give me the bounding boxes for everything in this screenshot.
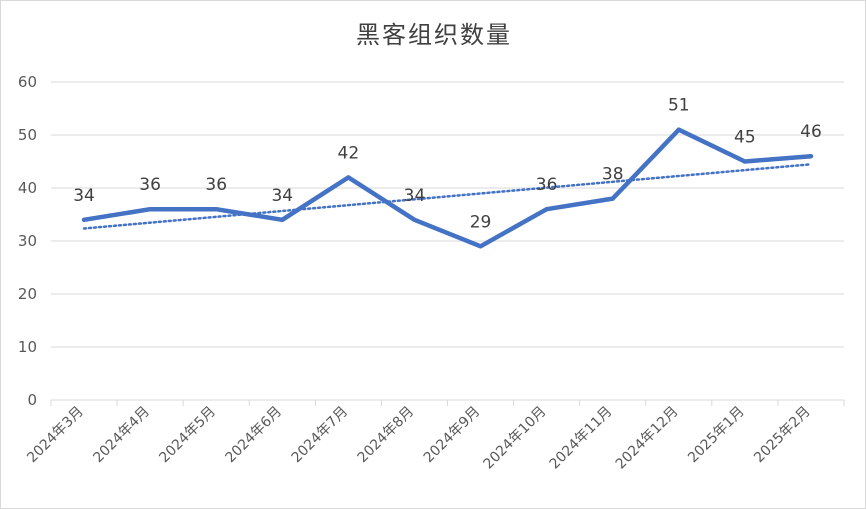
data-point xyxy=(610,196,615,201)
data-point xyxy=(346,175,351,180)
data-point xyxy=(676,127,681,132)
data-label: 29 xyxy=(470,212,492,232)
data-label: 46 xyxy=(800,122,822,142)
data-label: 34 xyxy=(73,186,95,206)
y-tick-label: 50 xyxy=(18,126,37,144)
y-tick-label: 30 xyxy=(18,232,37,250)
data-label: 36 xyxy=(536,175,558,195)
data-point xyxy=(148,207,153,212)
series-line xyxy=(81,127,814,249)
data-label: 36 xyxy=(205,175,227,195)
y-tick-label: 0 xyxy=(27,391,37,409)
y-tick-label: 20 xyxy=(18,285,37,303)
y-tick-label: 10 xyxy=(18,338,37,356)
data-label: 34 xyxy=(404,186,426,206)
x-tick-label: 2024年6月 xyxy=(223,404,286,467)
data-point xyxy=(808,154,813,159)
y-tick-label: 40 xyxy=(18,179,37,197)
data-point xyxy=(478,244,483,249)
data-point xyxy=(412,217,417,222)
x-tick-label: 2024年5月 xyxy=(156,404,219,467)
data-label: 42 xyxy=(338,143,360,163)
x-tick-label: 2024年10月 xyxy=(481,404,550,473)
data-label: 36 xyxy=(139,175,161,195)
x-tick-label: 2024年7月 xyxy=(289,404,352,467)
trendline xyxy=(82,163,813,230)
chart-title: 黑客组织数量 xyxy=(356,21,512,49)
data-label: 34 xyxy=(271,186,293,206)
x-tick-label: 2025年1月 xyxy=(685,404,748,467)
data-label: 45 xyxy=(734,128,756,148)
x-tick-label: 2024年4月 xyxy=(90,404,153,467)
x-tick-label: 2024年12月 xyxy=(613,404,682,473)
y-tick-label: 60 xyxy=(18,73,37,91)
data-point xyxy=(742,159,747,164)
x-tick-label: 2024年9月 xyxy=(421,404,484,467)
x-tick-label: 2024年3月 xyxy=(24,404,87,467)
data-point xyxy=(280,217,285,222)
data-point xyxy=(82,217,87,222)
data-label: 38 xyxy=(602,165,624,185)
x-tick-label: 2025年2月 xyxy=(751,404,814,467)
x-tick-label: 2024年11月 xyxy=(547,404,616,473)
data-point xyxy=(214,207,219,212)
data-label: 51 xyxy=(668,96,690,116)
x-tick-label: 2024年8月 xyxy=(355,404,418,467)
data-point xyxy=(544,207,549,212)
